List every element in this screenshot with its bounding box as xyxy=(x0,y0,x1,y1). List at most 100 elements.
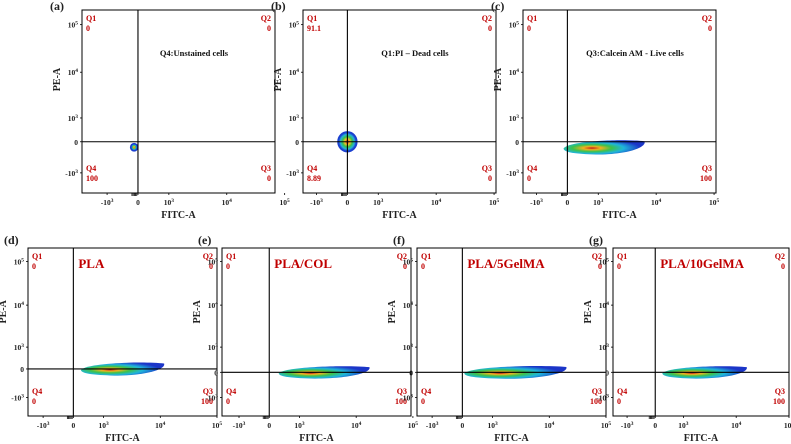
quadrant-q2-label: Q2 xyxy=(397,252,407,261)
y-axis-label: PE-A xyxy=(583,299,594,323)
y-tick-label: 105 xyxy=(599,257,610,266)
quadrant-q1-value: 0 xyxy=(527,24,531,33)
panel-letter: (f) xyxy=(393,233,405,247)
quadrant-q1-label: Q1 xyxy=(307,14,317,23)
y-tick-label: 0 xyxy=(74,138,78,147)
x-tick-label: 105 xyxy=(212,421,223,430)
y-tick-label: 103 xyxy=(14,343,25,352)
x-tick-label: -103 xyxy=(37,421,50,430)
y-tick-label: 103 xyxy=(403,343,414,352)
x-tick-label: 0 xyxy=(566,198,570,207)
y-tick-label: 0 xyxy=(214,368,218,377)
x-tick-label: 104 xyxy=(155,421,166,430)
x-tick-label: 0 xyxy=(346,198,350,207)
quadrant-q3-label: Q3 xyxy=(397,387,407,396)
x-tick-label: 104 xyxy=(651,198,662,207)
y-tick-label: 103 xyxy=(68,114,79,123)
quadrant-q3-value: 100 xyxy=(201,397,213,406)
quadrant-q4-label: Q4 xyxy=(307,164,317,173)
y-tick-label: 0 xyxy=(515,138,519,147)
quadrant-q1-label: Q1 xyxy=(617,252,627,261)
y-tick-label: -103 xyxy=(286,169,299,178)
quadrant-q4-label: Q4 xyxy=(32,387,42,396)
plot-frame xyxy=(27,247,218,417)
panel-letter: (a) xyxy=(50,0,64,13)
y-tick-label: 0 xyxy=(295,138,299,147)
panel-letter: (g) xyxy=(589,233,603,247)
quadrant-q1-value: 0 xyxy=(421,262,425,271)
quadrant-q2-value: 0 xyxy=(267,24,271,33)
quadrant-q3-label: Q3 xyxy=(702,164,712,173)
x-tick-label: -103 xyxy=(621,421,634,430)
x-tick-label: 104 xyxy=(431,198,442,207)
quadrant-q3-value: 0 xyxy=(267,174,271,183)
quadrant-q1-label: Q1 xyxy=(421,252,431,261)
quadrant-q1-value: 0 xyxy=(86,24,90,33)
quadrant-q2-label: Q2 xyxy=(702,14,712,23)
quadrant-q4-value: 100 xyxy=(86,174,98,183)
x-tick-label: 103 xyxy=(678,421,689,430)
panel-e: (e)Q10Q20Q40Q3100PLA/COL1051041030-103-1… xyxy=(192,233,418,444)
quadrant-q2-label: Q2 xyxy=(261,14,271,23)
y-axis-label: PE-A xyxy=(0,299,9,323)
x-tick-label: 105 xyxy=(601,421,612,430)
x-tick-label: -103 xyxy=(233,421,246,430)
plot-frame xyxy=(522,9,717,194)
panel-title: PLA/5GelMA xyxy=(467,256,545,271)
quadrant-q4-value: 0 xyxy=(226,397,230,406)
panel-title: PLA/COL xyxy=(274,256,332,271)
plot-frame xyxy=(612,247,790,417)
y-tick-label: 103 xyxy=(509,114,520,123)
quadrant-q3-label: Q3 xyxy=(203,387,213,396)
x-tick-label: 0 xyxy=(71,421,75,430)
x-tick-label: 103 xyxy=(487,421,498,430)
x-axis-label: FITC-A xyxy=(161,210,196,221)
quadrant-q2-value: 0 xyxy=(781,262,785,271)
plot-frame xyxy=(302,9,497,194)
panel-title: Q3:Calcein AM - Live cells xyxy=(586,48,684,58)
quadrant-q1-label: Q1 xyxy=(527,14,537,23)
plot-frame xyxy=(221,247,412,417)
y-tick-label: 103 xyxy=(208,343,219,352)
y-tick-label: 104 xyxy=(289,68,300,77)
x-axis-label: FITC-A xyxy=(602,210,637,221)
quadrant-q2-value: 0 xyxy=(209,262,213,271)
quadrant-q3-value: 0 xyxy=(488,174,492,183)
quadrant-q2-value: 0 xyxy=(403,262,407,271)
y-tick-label: 103 xyxy=(289,114,300,123)
y-tick-label: 0 xyxy=(605,368,609,377)
y-tick-label: 105 xyxy=(68,21,79,30)
quadrant-q2-value: 0 xyxy=(598,262,602,271)
x-tick-label: 105 xyxy=(408,421,419,430)
quadrant-q1-value: 0 xyxy=(226,262,230,271)
x-axis-label: FITC-A xyxy=(299,433,334,444)
y-tick-label: 0 xyxy=(409,368,413,377)
quadrant-q3-label: Q3 xyxy=(261,164,271,173)
y-tick-label: 104 xyxy=(68,68,79,77)
quadrant-q2-label: Q2 xyxy=(592,252,602,261)
y-tick-label: 103 xyxy=(599,343,610,352)
quadrant-q1-value: 91.1 xyxy=(307,24,321,33)
quadrant-q4-value: 0 xyxy=(421,397,425,406)
quadrant-q4-value: 8.89 xyxy=(307,174,321,183)
x-tick-label: -103 xyxy=(310,198,323,207)
quadrant-q4-value: 0 xyxy=(527,174,531,183)
x-tick-label: 0 xyxy=(267,421,271,430)
x-tick-label: -103 xyxy=(101,198,114,207)
y-tick-label: 104 xyxy=(208,301,219,310)
x-tick-label: 0 xyxy=(136,198,140,207)
quadrant-q1-label: Q1 xyxy=(226,252,236,261)
population-density xyxy=(563,140,645,155)
quadrant-q3-value: 100 xyxy=(590,397,602,406)
panel-g: (g)Q10Q20Q40Q3100PLA/10GelMA1051041030-1… xyxy=(583,233,791,444)
y-tick-label: -103 xyxy=(11,394,24,403)
plot-frame xyxy=(81,9,276,194)
x-tick-label: 105 xyxy=(709,198,720,207)
panel-title: Q4:Unstained cells xyxy=(160,48,229,58)
y-tick-label: 0 xyxy=(20,365,24,374)
y-axis-label: PE-A xyxy=(273,67,284,91)
x-tick-label: 103 xyxy=(98,421,109,430)
population-density xyxy=(131,144,137,151)
